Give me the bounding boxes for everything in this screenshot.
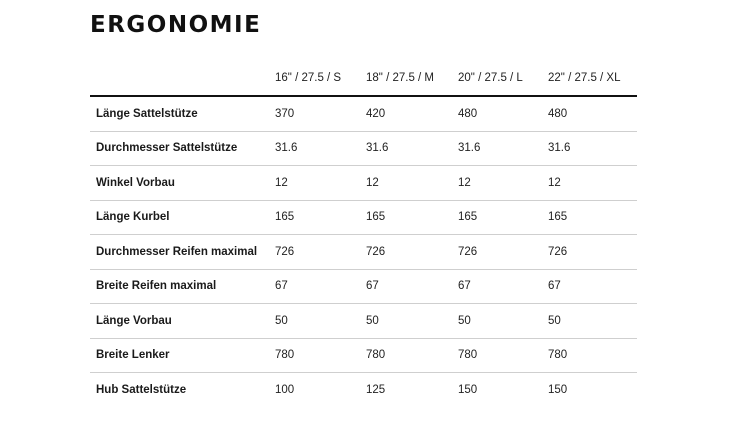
table-cell: 12 — [275, 165, 366, 201]
table-cell: 480 — [458, 96, 548, 132]
table-cell: 12 — [548, 165, 637, 201]
row-label: Breite Reifen maximal — [90, 269, 275, 304]
table-cell: 726 — [366, 234, 458, 270]
header-cell-size-s: 16" / 27.5 / S — [275, 61, 366, 97]
row-label: Länge Sattelstütze — [90, 96, 275, 132]
table-cell: 31.6 — [366, 131, 458, 166]
header-cell-size-m: 18" / 27.5 / M — [366, 61, 458, 97]
table-cell: 726 — [458, 234, 548, 270]
table-cell: 67 — [458, 269, 548, 304]
header-row: 16" / 27.5 / S 18" / 27.5 / M 20" / 27.5… — [90, 61, 637, 97]
row-label: Breite Lenker — [90, 338, 275, 373]
header-cell-size-xl: 22" / 27.5 / XL — [548, 61, 637, 97]
table-cell: 780 — [275, 338, 366, 373]
table-row: Durchmesser Reifen maximal 726 726 726 726 — [90, 234, 637, 270]
table-cell: 150 — [458, 383, 478, 396]
table-row: Hub Sattelstütze 100 125 150 150 — [90, 373, 637, 407]
table-row: Länge Vorbau 50 50 50 50 — [90, 303, 637, 339]
table-cell: 165 — [458, 200, 548, 235]
table-cell: 780 — [366, 338, 458, 373]
table-cell: 12 — [458, 165, 548, 201]
table-cell: 100 — [275, 383, 295, 396]
table-cell: 50 — [366, 303, 458, 339]
header-cell-size-l: 20" / 27.5 / L — [458, 61, 548, 97]
table-cell: 165 — [275, 200, 366, 235]
table-cell: 726 — [275, 234, 366, 270]
table-cell: 150 — [548, 383, 568, 396]
table-row: Länge Kurbel 165 165 165 165 — [90, 200, 637, 235]
table-cell: 31.6 — [548, 131, 637, 166]
row-label: Länge Kurbel — [90, 200, 275, 235]
table-cell: 50 — [275, 303, 366, 339]
table-cell: 370 — [275, 96, 366, 132]
table-row: Winkel Vorbau 12 12 12 12 — [90, 165, 637, 201]
table-cell: 780 — [458, 338, 548, 373]
table-cell: 420 — [366, 96, 458, 132]
row-label: Durchmesser Sattelstütze — [90, 131, 275, 166]
table-cell: 125 — [366, 383, 386, 396]
table-cell: 50 — [548, 303, 637, 339]
table-cell: 780 — [548, 338, 637, 373]
row-label: Länge Vorbau — [90, 303, 275, 339]
table-row: Länge Sattelstütze 370 420 480 480 — [90, 96, 637, 132]
table-cell: 50 — [458, 303, 548, 339]
table-cell: 165 — [548, 200, 637, 235]
row-label: Winkel Vorbau — [90, 165, 275, 201]
table-cell: 67 — [275, 269, 366, 304]
table-cell: 726 — [548, 234, 637, 270]
table-header: 16" / 27.5 / S 18" / 27.5 / M 20" / 27.5… — [90, 61, 637, 97]
table-row: Durchmesser Sattelstütze 31.6 31.6 31.6 31.6 — [90, 131, 637, 166]
section-title: ERGONOMIE — [90, 12, 262, 38]
geometry-table: 16" / 27.5 / S 18" / 27.5 / M 20" / 27.5… — [90, 61, 637, 407]
table-cell: 165 — [366, 200, 458, 235]
table-cell: 67 — [548, 269, 637, 304]
table-cell: 480 — [548, 96, 637, 132]
row-label: Hub Sattelstütze — [96, 383, 187, 396]
table-row: Breite Lenker 780 780 780 780 — [90, 338, 637, 373]
table-cell: 31.6 — [458, 131, 548, 166]
header-cell-empty — [90, 61, 275, 97]
table-body: Länge Sattelstütze 370 420 480 480 Durchmesse… — [90, 96, 637, 407]
table-cell: 12 — [366, 165, 458, 201]
row-label: Durchmesser Reifen maximal — [90, 234, 275, 270]
table-cell: 67 — [366, 269, 458, 304]
table-cell: 31.6 — [275, 131, 366, 166]
table-row: Breite Reifen maximal 67 67 67 67 — [90, 269, 637, 304]
